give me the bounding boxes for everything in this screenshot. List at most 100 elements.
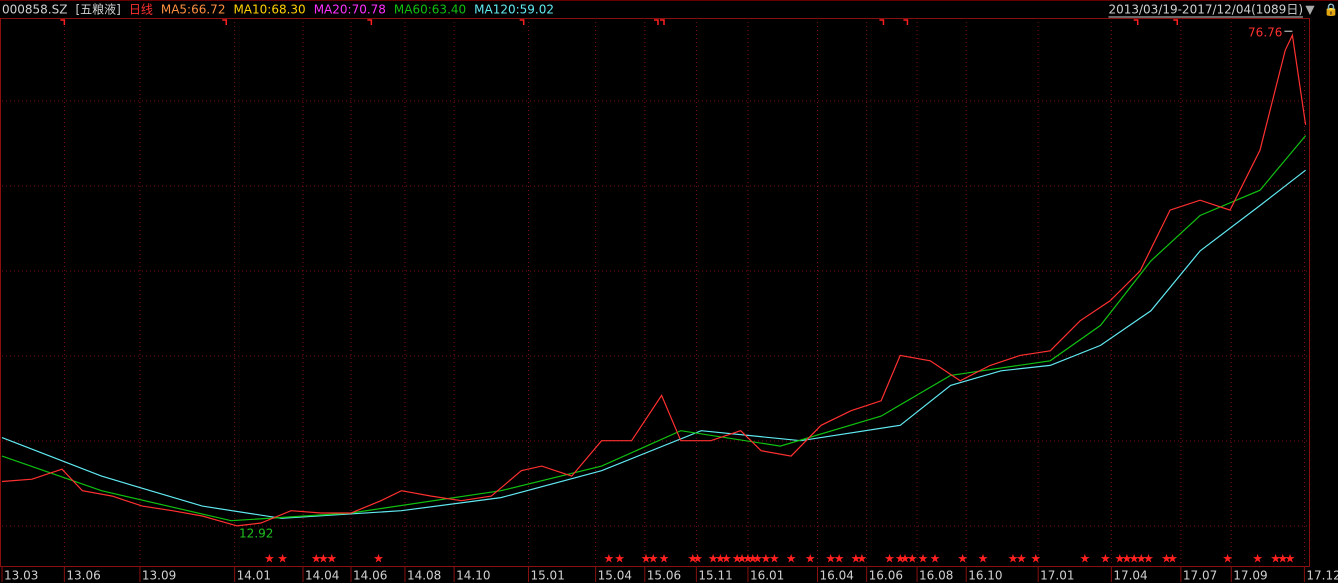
signal-star: ★ <box>1167 552 1178 566</box>
signal-star: ★ <box>721 552 732 566</box>
signal-star: ★ <box>692 552 703 566</box>
dropdown[interactable]: ▼ <box>1305 3 1315 17</box>
signal-star: ★ <box>850 552 861 566</box>
top-marker <box>1133 19 1139 25</box>
signal-star: ★ <box>761 552 772 566</box>
signal-star: ★ <box>1100 552 1111 566</box>
signal-star: ★ <box>1285 552 1296 566</box>
signal-star: ★ <box>311 552 322 566</box>
signal-star: ★ <box>1252 552 1263 566</box>
signal-star: ★ <box>786 552 797 566</box>
signal-star: ★ <box>277 552 288 566</box>
top-marker <box>879 19 885 25</box>
signal-star: ★ <box>1114 552 1125 566</box>
x-tick-label: 14.10 <box>456 569 490 583</box>
top-marker <box>653 19 659 25</box>
signal-star: ★ <box>747 552 758 566</box>
signal-star: ★ <box>687 552 698 566</box>
signal-star: ★ <box>752 552 763 566</box>
signal-star: ★ <box>264 552 275 566</box>
signal-star: ★ <box>1222 552 1233 566</box>
legend-entry: MA5:66.72 <box>161 3 226 17</box>
legend-entry: 日线 <box>129 3 153 17</box>
signal-star: ★ <box>648 552 659 566</box>
signal-star: ★ <box>900 552 911 566</box>
top-marker <box>903 19 909 25</box>
x-tick-label: 17.12 <box>1306 569 1338 583</box>
legend-entry: MA60:63.40 <box>394 3 466 17</box>
signal-star: ★ <box>1143 552 1154 566</box>
signal-star: ★ <box>737 552 748 566</box>
signal-star: ★ <box>641 552 652 566</box>
signal-star: ★ <box>1161 552 1172 566</box>
signal-star: ★ <box>715 552 726 566</box>
stock-code: 000858.SZ <box>2 3 67 17</box>
signal-star: ★ <box>1030 552 1041 566</box>
signal-star: ★ <box>1129 552 1140 566</box>
top-marker <box>222 19 228 25</box>
signal-star: ★ <box>732 552 743 566</box>
x-tick-label: 16.06 <box>869 569 903 583</box>
stock-name: [五粮液] <box>75 2 120 17</box>
annotation: 12.92 <box>239 526 273 540</box>
signal-star: ★ <box>1277 552 1288 566</box>
signal-star: ★ <box>957 552 968 566</box>
legend-entry: MA10:68.30 <box>233 3 305 17</box>
legend-entry: MA20:70.78 <box>314 3 386 17</box>
price-line <box>1 33 1307 527</box>
signal-star: ★ <box>805 552 816 566</box>
annotation: 76.76 <box>1248 26 1282 40</box>
top-marker <box>659 19 665 25</box>
signal-star: ★ <box>1008 552 1019 566</box>
x-tick-label: 16.01 <box>750 569 784 583</box>
x-tick-label: 14.01 <box>237 569 271 583</box>
x-tick-label: 14.06 <box>353 569 387 583</box>
signal-star: ★ <box>834 552 845 566</box>
x-tick-label: 17.01 <box>1040 569 1074 583</box>
signal-star: ★ <box>930 552 941 566</box>
x-tick-label: 13.09 <box>142 569 176 583</box>
x-tick-label: 15.06 <box>647 569 681 583</box>
signal-star: ★ <box>1016 552 1027 566</box>
signal-star: ★ <box>825 552 836 566</box>
x-tick-label: 16.08 <box>919 569 953 583</box>
signal-star: ★ <box>614 552 625 566</box>
x-tick-label: 15.01 <box>530 569 564 583</box>
signal-star: ★ <box>708 552 719 566</box>
lock-icon[interactable]: 🔒 <box>1324 3 1338 17</box>
signal-star: ★ <box>769 552 780 566</box>
signal-star: ★ <box>603 552 614 566</box>
signal-star: ★ <box>373 552 384 566</box>
signal-star: ★ <box>1270 552 1281 566</box>
signal-star: ★ <box>907 552 918 566</box>
signal-star: ★ <box>1136 552 1147 566</box>
signal-star: ★ <box>659 552 670 566</box>
top-marker <box>367 19 373 25</box>
x-tick-label: 13.06 <box>66 569 100 583</box>
price-line <box>1 169 1306 519</box>
x-tick-label: 17.07 <box>1183 569 1217 583</box>
frame <box>0 18 1310 567</box>
x-tick-label: 16.10 <box>968 569 1002 583</box>
x-tick-label: 15.11 <box>698 569 732 583</box>
signal-star: ★ <box>318 552 329 566</box>
legend-entry: MA120:59.02 <box>474 3 554 17</box>
x-tick-label: 14.04 <box>305 569 339 583</box>
top-marker <box>519 19 525 25</box>
x-tick-label: 15.04 <box>598 569 632 583</box>
x-tick-label: 17.04 <box>1113 569 1147 583</box>
signal-star: ★ <box>918 552 929 566</box>
signal-star: ★ <box>1122 552 1133 566</box>
price-line <box>1 135 1307 522</box>
x-tick-label: 14.08 <box>407 569 441 583</box>
signal-star: ★ <box>978 552 989 566</box>
x-tick-label: 13.03 <box>4 569 38 583</box>
signal-star: ★ <box>884 552 895 566</box>
x-tick-label: 17.09 <box>1233 569 1267 583</box>
signal-star: ★ <box>1080 552 1091 566</box>
signal-star: ★ <box>326 552 337 566</box>
top-marker <box>1173 19 1179 25</box>
signal-star: ★ <box>743 552 754 566</box>
